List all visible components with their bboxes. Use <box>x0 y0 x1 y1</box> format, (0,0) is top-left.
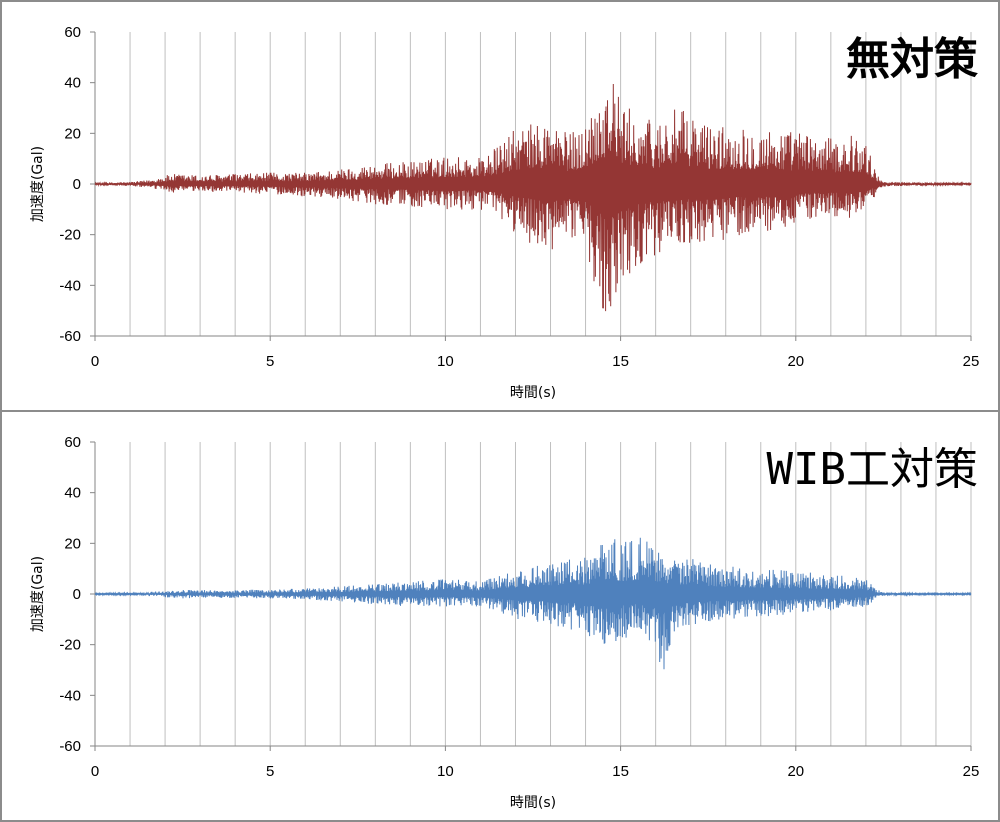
y-tick-label: -40 <box>59 687 81 704</box>
chart-svg-no-countermeasure: 60 40 20 0 -20 -40 -60 0 5 10 15 20 25 時間(s) 加速度(Gal) 無… <box>30 24 980 401</box>
x-tick-label: 20 <box>787 353 804 370</box>
chart-svg-wib-countermeasure: 60 40 20 0 -20 -40 -60 0 5 10 15 20 25 時間(s) 加速度(Gal) W… <box>30 434 980 811</box>
chart-panel-no-countermeasure: 60 40 20 0 -20 -40 -60 0 5 10 15 20 25 時間(s) 加速度(Gal) 無… <box>0 0 1000 412</box>
x-axis-title: 時間(s) <box>510 795 556 811</box>
y-tick-label: 40 <box>64 75 81 92</box>
series-line <box>94 83 972 312</box>
x-tick-label: 15 <box>612 763 629 780</box>
y-tick-label: 20 <box>64 535 81 552</box>
x-tick-label: 5 <box>266 353 274 370</box>
x-axis-title: 時間(s) <box>510 385 556 401</box>
chart-title: 無対策 <box>846 34 978 85</box>
y-tick-label: 0 <box>73 586 81 603</box>
x-tick-label: 0 <box>91 763 99 780</box>
x-tick-label: 10 <box>437 353 454 370</box>
y-tick-label: 20 <box>64 125 81 142</box>
y-tick-label: -20 <box>59 637 81 654</box>
chart-title: WIB工対策 <box>767 444 978 495</box>
x-tick-label: 25 <box>963 353 980 370</box>
y-axis-title: 加速度(Gal) <box>30 146 46 222</box>
y-tick-label: 60 <box>64 434 81 451</box>
series-line <box>94 537 972 670</box>
x-tick-label: 0 <box>91 353 99 370</box>
chart-panel-wib-countermeasure: 60 40 20 0 -20 -40 -60 0 5 10 15 20 25 時間(s) 加速度(Gal) W… <box>0 410 1000 822</box>
y-tick-label: -20 <box>59 227 81 244</box>
y-tick-label: 60 <box>64 24 81 41</box>
x-tick-label: 5 <box>266 763 274 780</box>
x-tick-label: 20 <box>787 763 804 780</box>
y-tick-label: -60 <box>59 328 81 345</box>
y-axis-title: 加速度(Gal) <box>30 556 46 632</box>
y-tick-label: -40 <box>59 277 81 294</box>
x-tick-label: 10 <box>437 763 454 780</box>
y-tick-label: 40 <box>64 485 81 502</box>
x-tick-label: 15 <box>612 353 629 370</box>
y-tick-label: -60 <box>59 738 81 755</box>
x-tick-label: 25 <box>963 763 980 780</box>
y-tick-label: 0 <box>73 176 81 193</box>
